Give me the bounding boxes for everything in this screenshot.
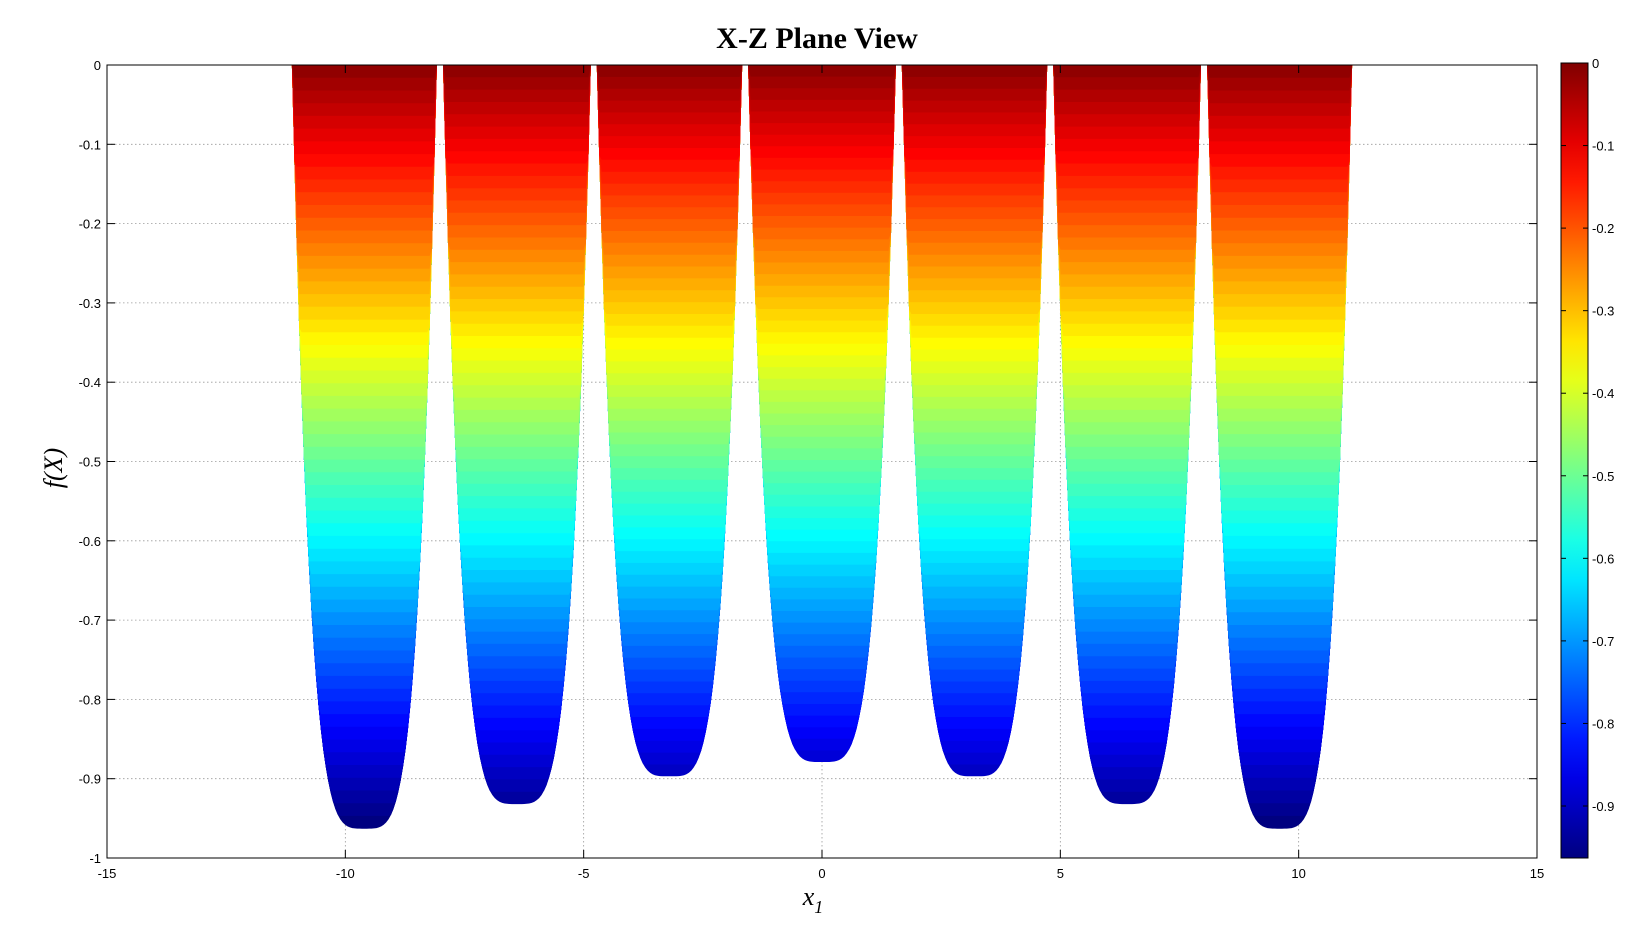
surface-lobe bbox=[291, 65, 443, 829]
y-tick-label: -0.6 bbox=[79, 534, 101, 549]
lobe-band bbox=[898, 65, 1048, 77]
colorbar bbox=[1560, 62, 1589, 859]
colorbar-tick-label: 0 bbox=[1592, 56, 1599, 71]
x-tick-label: 10 bbox=[1291, 866, 1305, 881]
x-axis-label-main: x bbox=[802, 882, 815, 911]
x-axis-label: x1 bbox=[802, 882, 824, 917]
y-tick-label: 0 bbox=[94, 58, 101, 73]
y-tick-label: -0.4 bbox=[79, 375, 101, 390]
x-axis-label-subscript: 1 bbox=[814, 897, 823, 917]
x-tick-label: 0 bbox=[818, 866, 825, 881]
lobe-band bbox=[596, 65, 746, 77]
x-tick-label: -15 bbox=[98, 866, 117, 881]
surface-lobe bbox=[596, 65, 746, 777]
lobe-band bbox=[443, 65, 596, 78]
colorbar-tick-label: -0.4 bbox=[1592, 386, 1614, 401]
lobe-band bbox=[1201, 65, 1353, 78]
colorbar-tick-label: -0.6 bbox=[1592, 551, 1614, 566]
y-tick-label: -0.1 bbox=[79, 137, 101, 152]
y-tick-label: -0.3 bbox=[79, 296, 101, 311]
lobe-band bbox=[291, 65, 443, 78]
colorbar-tick-label: -0.3 bbox=[1592, 304, 1614, 319]
surface-lobe bbox=[443, 65, 596, 805]
colorbar-tick-label: -0.2 bbox=[1592, 221, 1614, 236]
y-tick-label: -0.9 bbox=[79, 772, 101, 787]
y-tick-label: -0.7 bbox=[79, 613, 101, 628]
colorbar-tick-label: -0.1 bbox=[1592, 139, 1614, 154]
axis-ticks bbox=[106, 64, 1538, 859]
surface-lobe bbox=[1048, 65, 1201, 805]
colorbar-tick-label: -0.5 bbox=[1592, 469, 1614, 484]
x-tick-label: -10 bbox=[336, 866, 355, 881]
tick-labels: -15 -10 -5 0 5 10 15 0 -0.1 -0.2 -0.3 -0.4 -0.5 -0.6 -… bbox=[79, 58, 1545, 881]
colorbar-tick-label: -0.9 bbox=[1592, 799, 1614, 814]
y-tick-label: -1 bbox=[89, 851, 101, 866]
y-tick-label: -0.5 bbox=[79, 455, 101, 470]
surface-lobes bbox=[291, 65, 1353, 829]
surface-lobe bbox=[898, 65, 1048, 777]
y-axis-label: f(X) bbox=[39, 448, 68, 488]
x-tick-label: -5 bbox=[578, 866, 590, 881]
colorbar-tick-label: -0.8 bbox=[1592, 716, 1614, 731]
colorbar-ticks: 0 -0.1 -0.2 -0.3 -0.4 -0.5 -0.6 -0.7 -0.8 -0.9 bbox=[1561, 56, 1614, 814]
surface-lobe bbox=[748, 65, 896, 762]
surface-lobe bbox=[1201, 65, 1353, 829]
x-tick-label: 15 bbox=[1530, 866, 1544, 881]
x-tick-label: 5 bbox=[1057, 866, 1064, 881]
colorbar-tick-label: -0.7 bbox=[1592, 634, 1614, 649]
lobe-band bbox=[1048, 65, 1201, 78]
chart-title: X-Z Plane View bbox=[716, 22, 918, 55]
y-tick-label: -0.2 bbox=[79, 217, 101, 232]
y-tick-label: -0.8 bbox=[79, 692, 101, 707]
